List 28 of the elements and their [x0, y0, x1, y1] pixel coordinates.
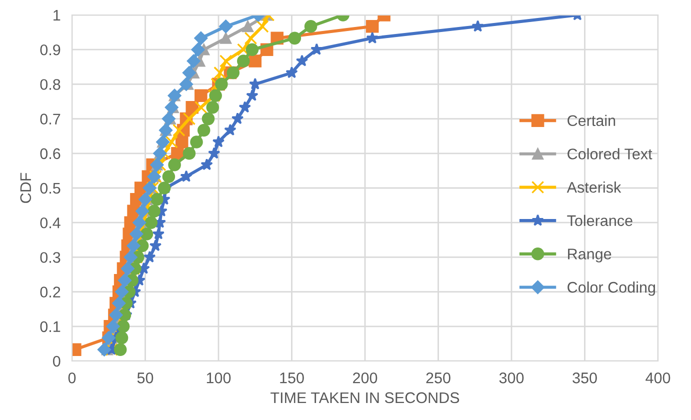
y-tick-label: 0.8: [40, 79, 60, 90]
legend-label: Certain: [568, 114, 616, 126]
x-tick-label: 300: [499, 372, 524, 384]
legend-label: Asterisk: [566, 182, 622, 193]
y-tick-label: 0.3: [40, 252, 60, 263]
x-tick-label: 100: [206, 372, 231, 384]
y-tick-label: 1: [54, 10, 60, 21]
x-axis-title: TIME TAKEN IN SECONDS: [270, 392, 460, 404]
y-tick-label: 0.6: [40, 148, 60, 160]
legend-label: Colored Text: [568, 148, 652, 160]
y-tick-label: 0.7: [40, 114, 60, 124]
legend-label: Color Coding: [568, 282, 655, 296]
y-tick-label: 0.9: [40, 44, 60, 56]
y-tick-label: 0.4: [40, 217, 60, 228]
y-tick-label: 0.1: [40, 321, 60, 332]
y-tick-label: 0: [52, 356, 60, 367]
x-tick-label: 400: [646, 372, 670, 384]
y-tick-label: 0.2: [40, 286, 60, 298]
y-tick-label: 0.5: [40, 182, 60, 194]
legend-label: Tolerance: [567, 214, 632, 226]
x-tick-label: 200: [353, 372, 378, 384]
x-tick-label: 350: [572, 372, 597, 384]
x-tick-label: 0: [68, 372, 76, 384]
x-tick-label: 250: [426, 372, 450, 384]
x-tick-label: 50: [137, 372, 154, 384]
x-tick-label: 150: [280, 372, 304, 384]
y-axis-title: CDF: [20, 172, 32, 203]
legend-label: Range: [568, 248, 612, 262]
